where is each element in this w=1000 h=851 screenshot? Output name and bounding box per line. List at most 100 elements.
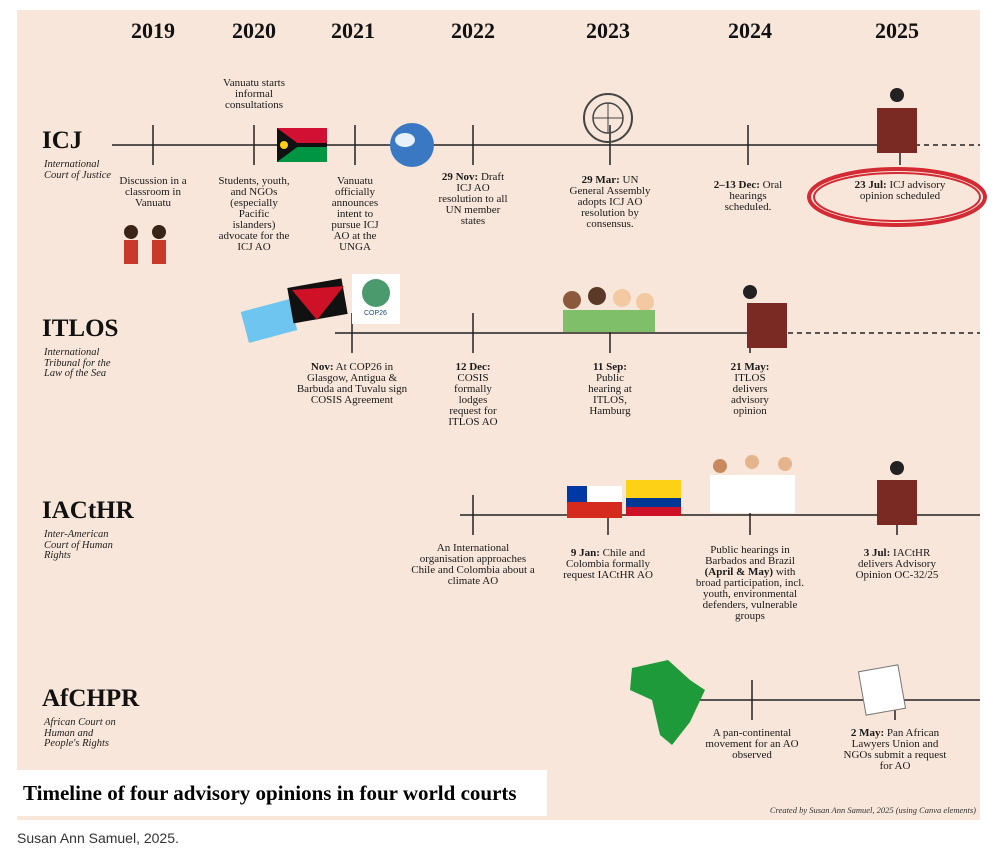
event: An International organisation approaches… <box>409 543 537 587</box>
flag-part <box>277 128 300 162</box>
chile-colombia-flags <box>567 480 681 518</box>
event-date: 2 May: <box>850 727 885 739</box>
caption: Susan Ann Samuel, 2025. <box>17 830 179 846</box>
event-text: Vanuatu officially announces intent to p… <box>331 175 379 253</box>
event: Discussion in a classroom in Vanuatu <box>113 176 193 209</box>
antigua-flag-part <box>292 286 344 320</box>
year-label: 2023 <box>586 18 630 43</box>
court-abbr: AfCHPR <box>42 685 140 712</box>
event: Vanuatu starts informal consultations <box>209 78 299 111</box>
event: 2 May: Pan African Lawyers Union and NGO… <box>839 728 951 772</box>
event: 2–13 Dec: Oral hearings scheduled. <box>708 180 788 213</box>
people <box>563 287 655 332</box>
title: Timeline of four advisory opinions in fo… <box>17 770 547 816</box>
event-text: with broad participation, incl. youth, e… <box>695 566 805 622</box>
credit: Created by Susan Ann Samuel, 2025 (using… <box>769 805 976 815</box>
event-text: IACtHR delivers Advisory Opinion OC-32/2… <box>855 547 939 581</box>
event: 29 Mar: UN General Assembly adopts ICJ A… <box>566 175 654 230</box>
court-name: African Court on Human and People's Righ… <box>44 717 116 749</box>
court-name: Inter-American Court of Human Rights <box>44 529 113 561</box>
child <box>124 225 138 239</box>
event-date: 9 Jan: <box>570 547 600 559</box>
event: Public hearings in Barbados and Brazil (… <box>694 545 806 622</box>
chile-flag <box>567 486 587 502</box>
event-text: UN General Assembly adopts ICJ AO resolu… <box>569 174 651 230</box>
event-date: Nov: <box>310 361 334 373</box>
tuvalu-flag <box>240 299 298 343</box>
person <box>563 291 581 309</box>
event-date: 29 Nov: <box>441 171 479 183</box>
event-text: Students, youth, and NGOs (especially Pa… <box>218 175 290 253</box>
event-date: 11 Sep: <box>593 361 627 373</box>
year-label: 2020 <box>232 18 276 43</box>
globe-land <box>395 133 415 147</box>
cop-logo-globe <box>362 279 390 307</box>
event: 23 Jul: ICJ advisory opinion scheduled <box>854 180 946 202</box>
judge <box>743 285 757 299</box>
event-text: Discussion in a classroom in Vanuatu <box>119 175 187 209</box>
event: Vanuatu officially announces intent to p… <box>324 176 386 253</box>
itlos-flags <box>240 274 400 343</box>
event-text: Vanuatu starts informal consultations <box>222 77 285 111</box>
event-date: 29 Mar: <box>581 174 620 186</box>
event-text: At COP26 in Glasgow, Antigua & Barbuda a… <box>296 361 408 406</box>
hands-group <box>710 455 795 513</box>
chile-flag <box>567 502 622 518</box>
event-text: A pan-continental movement for an AO obs… <box>705 727 799 761</box>
event-text: Public hearings in Barbados and Brazil <box>705 544 795 567</box>
person <box>778 457 792 471</box>
event-date: 21 May: <box>730 361 770 373</box>
child <box>124 240 138 264</box>
globe <box>390 123 434 167</box>
highlight-ellipse <box>813 172 981 222</box>
event-date: (April & May) <box>704 566 774 578</box>
court-name: International Tribunal for the Law of th… <box>44 347 111 379</box>
judge <box>890 88 904 102</box>
group-body <box>710 475 795 513</box>
event-text: Draft ICJ AO resolution to all UN member… <box>438 171 508 227</box>
event: Nov: At COP26 in Glasgow, Antigua & Barb… <box>290 362 415 406</box>
vanuatu-flag <box>277 128 327 162</box>
court-bench <box>743 88 917 525</box>
event: 3 Jul: IACtHR delivers Advisory Opinion … <box>846 548 948 581</box>
event-date: 12 Dec: <box>455 361 491 373</box>
person <box>588 287 606 305</box>
court-name: International Court of Justice <box>44 159 112 181</box>
event: 11 Sep: Public hearing at ITLOS, Hamburg <box>579 362 641 417</box>
emblem-ring <box>583 93 633 143</box>
colombia-flag <box>626 480 681 498</box>
person <box>613 289 631 307</box>
event-date: 23 Jul: <box>854 179 887 191</box>
event-text: Pan African Lawyers Union and NGOs submi… <box>843 727 947 772</box>
globe-sea <box>390 123 434 167</box>
event-text: Oral hearings scheduled. <box>724 179 783 213</box>
event-text: ICJ advisory opinion scheduled <box>859 179 946 202</box>
year-label: 2024 <box>728 18 772 43</box>
children <box>124 225 166 264</box>
court-abbr: ICJ <box>42 127 83 154</box>
colombia-flag <box>626 498 681 507</box>
event: 12 Dec: COSIS formally lodges request fo… <box>442 362 504 428</box>
event-date: 2–13 Dec: <box>713 179 760 191</box>
people-body <box>563 310 655 332</box>
event-text: ITLOS delivers advisory opinion <box>731 372 769 417</box>
event-text: Chile and Colombia formally request IACt… <box>563 547 653 581</box>
event: 29 Nov: Draft ICJ AO resolution to all U… <box>437 172 509 227</box>
event-text: An International organisation approaches… <box>411 542 535 587</box>
event-text: Public hearing at ITLOS, Hamburg <box>588 372 632 417</box>
document-icon <box>857 664 907 716</box>
event-date: 3 Jul: <box>863 547 891 559</box>
person <box>745 455 759 469</box>
child <box>152 225 166 239</box>
highlight-ellipse <box>807 167 987 227</box>
flag-part <box>280 141 288 149</box>
event-text: COSIS formally lodges request for ITLOS … <box>448 372 498 428</box>
bench <box>877 480 917 525</box>
child <box>152 240 166 264</box>
year-label: 2019 <box>131 18 175 43</box>
event: A pan-continental movement for an AO obs… <box>702 728 802 761</box>
court-abbr: IACtHR <box>42 497 134 524</box>
year-label: 2021 <box>331 18 375 43</box>
